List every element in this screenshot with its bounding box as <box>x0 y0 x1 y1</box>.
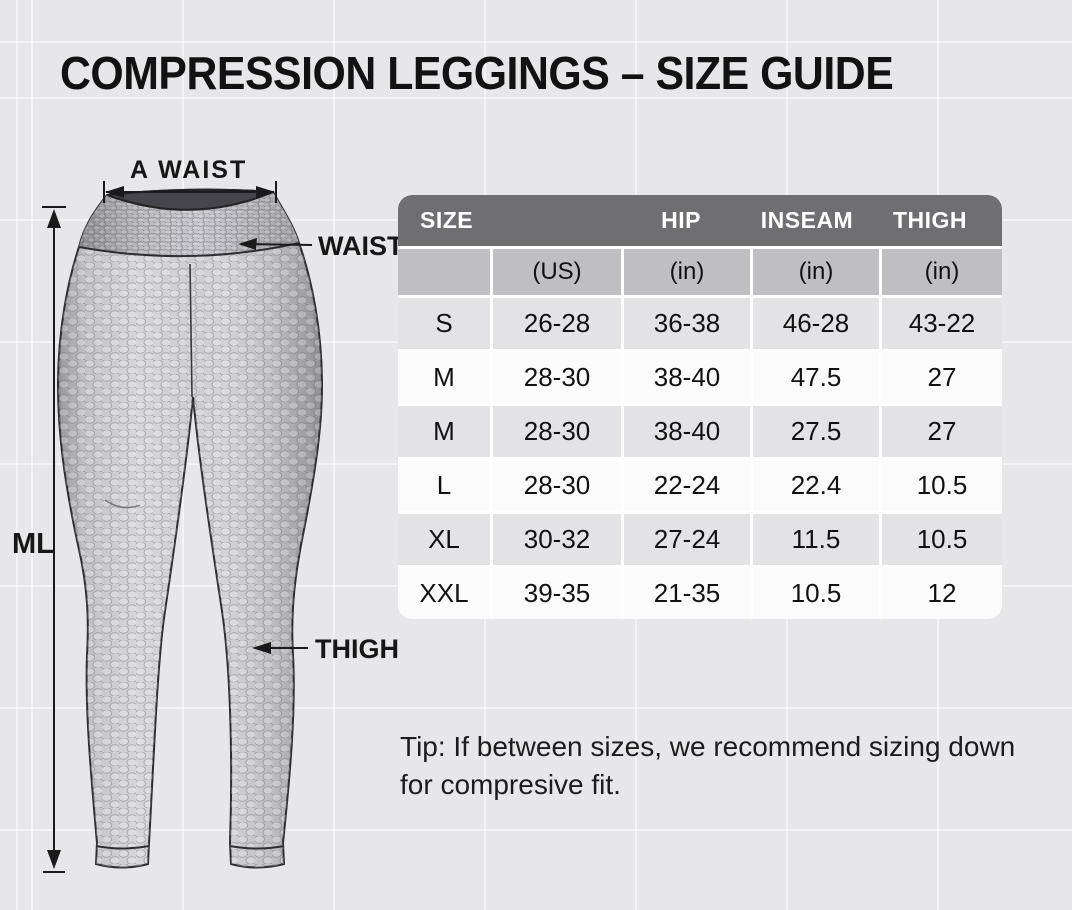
col-header-waist <box>490 195 618 246</box>
inseam-cell: 27.5 <box>753 406 879 457</box>
table-row-m1: M 28-30 38-40 47.5 27 <box>398 352 1002 403</box>
unit-cell: (in) <box>882 249 1002 295</box>
right-cuff-line <box>229 845 285 850</box>
table-row-l: L 28-30 22-24 22.4 10.5 <box>398 460 1002 511</box>
inseam-cell: 10.5 <box>753 568 879 619</box>
unit-cell: (in) <box>753 249 879 295</box>
tip-note: Tip: If between sizes, we recommend sizi… <box>400 728 1040 804</box>
a-waist-arrow-right <box>256 186 275 198</box>
table-row-xl: XL 30-32 27-24 11.5 10.5 <box>398 514 1002 565</box>
size-cell: XL <box>398 514 490 565</box>
table-row-s: S 26-28 36-38 46-28 43-22 <box>398 298 1002 349</box>
length-arrow-up <box>47 209 61 228</box>
hip-cell: 38-40 <box>624 352 750 403</box>
inseam-cell: 11.5 <box>753 514 879 565</box>
length-arrow-down <box>47 850 61 869</box>
tip-line-1: Tip: If between sizes, we recommend sizi… <box>400 731 1016 762</box>
waist-label: WAIST <box>318 231 400 261</box>
inseam-cell: 22.4 <box>753 460 879 511</box>
waist-cell: 28-30 <box>493 352 621 403</box>
length-label: ML <box>12 528 54 560</box>
leggings-texture <box>58 189 322 868</box>
page-title: COMPRESSION LEGGINGS – SIZE GUIDE <box>60 47 894 99</box>
hip-cell: 38-40 <box>624 406 750 457</box>
thigh-cell: 27 <box>882 406 1002 457</box>
waist-arrow <box>238 238 257 250</box>
center-seam <box>189 263 193 398</box>
knee-crease <box>104 499 141 509</box>
unit-cell: (US) <box>493 249 621 295</box>
thigh-cell: 27 <box>882 352 1002 403</box>
col-header-inseam: INSEAM <box>760 207 854 233</box>
a-waist-dimension <box>103 181 277 203</box>
a-waist-label: A WAIST <box>130 156 247 184</box>
hip-cell: 36-38 <box>624 298 750 349</box>
size-cell: M <box>398 406 490 457</box>
waist-cell: 28-30 <box>493 406 621 457</box>
size-cell: XXL <box>398 568 490 619</box>
waist-cell: 30-32 <box>493 514 621 565</box>
waist-cell: 26-28 <box>493 298 621 349</box>
inseam-cell: 47.5 <box>753 352 879 403</box>
left-cuff-line <box>95 845 150 850</box>
thigh-cell: 10.5 <box>882 514 1002 565</box>
hip-cell: 22-24 <box>624 460 750 511</box>
col-header-size: SIZE <box>420 207 474 233</box>
thigh-cell: 12 <box>882 568 1002 619</box>
a-waist-arrow-left <box>105 186 124 198</box>
waist-callout-line <box>249 243 313 246</box>
thigh-label: THIGH <box>315 634 399 664</box>
waist-cell: 39-35 <box>493 568 621 619</box>
inseam-cell: 46-28 <box>753 298 879 349</box>
size-cell: L <box>398 460 490 511</box>
col-header-thigh: THIGH <box>892 207 968 233</box>
table-units-row: (US) (in) (in) (in) <box>398 249 1002 295</box>
size-cell: M <box>398 352 490 403</box>
thigh-cell: 10.5 <box>882 460 1002 511</box>
waist-cell: 28-30 <box>493 460 621 511</box>
tip-line-2: for compresive fit. <box>400 769 621 800</box>
size-table: SIZE HIP INSEAM THIGH (US) (in) (in) (in… <box>398 195 1002 619</box>
table-header-row: SIZE HIP INSEAM THIGH <box>398 195 1002 246</box>
table-row-xxl: XXL 39-35 21-35 10.5 12 <box>398 568 1002 619</box>
unit-cell: (in) <box>624 249 750 295</box>
thigh-arrow <box>252 642 271 654</box>
unit-cell <box>398 249 490 295</box>
table-row-m2: M 28-30 38-40 27.5 27 <box>398 406 1002 457</box>
length-dimension-line <box>42 206 66 873</box>
leggings-diagram: A WAIST ML WAIST THIGH <box>12 156 400 873</box>
hip-cell: 21-35 <box>624 568 750 619</box>
leggings-illustration <box>56 188 324 869</box>
size-cell: S <box>398 298 490 349</box>
waistband-texture <box>79 189 299 257</box>
col-header-hip: HIP <box>661 207 701 233</box>
waistband-seam <box>78 242 300 258</box>
thigh-cell: 43-22 <box>882 298 1002 349</box>
hip-cell: 27-24 <box>624 514 750 565</box>
